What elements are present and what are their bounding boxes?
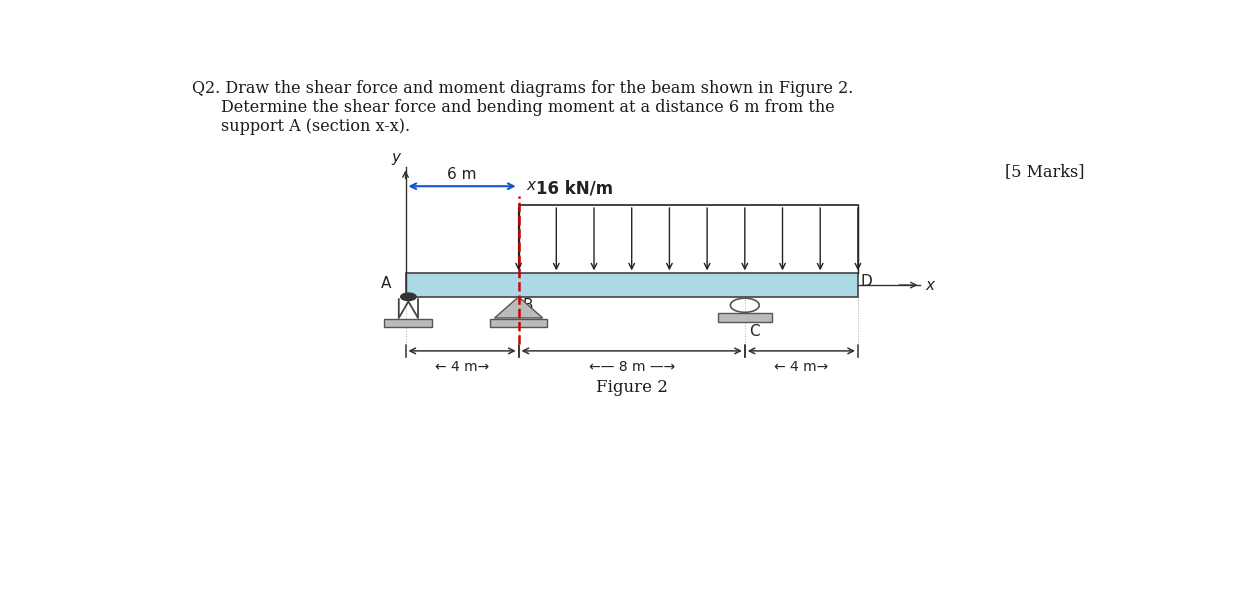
Text: D: D [861, 274, 873, 289]
Text: x: x [523, 316, 532, 331]
Text: support A (section x-x).: support A (section x-x). [221, 118, 410, 135]
Text: B: B [523, 298, 533, 313]
Text: Figure 2: Figure 2 [596, 379, 668, 396]
Text: A: A [381, 276, 391, 291]
Text: 16 kN/m: 16 kN/m [537, 180, 614, 198]
Polygon shape [494, 297, 543, 318]
Text: C: C [750, 324, 760, 339]
Bar [384, 319, 432, 327]
Text: 6 m: 6 m [447, 167, 477, 183]
Bar [718, 313, 771, 322]
Text: x: x [527, 178, 535, 193]
Bar [489, 319, 548, 327]
Text: ← 4 m→: ← 4 m→ [435, 360, 489, 375]
Text: y: y [391, 150, 400, 165]
Text: ←— 8 m —→: ←— 8 m —→ [589, 360, 674, 375]
Text: ← 4 m→: ← 4 m→ [774, 360, 828, 375]
Bar [405, 273, 858, 297]
Text: x: x [925, 277, 934, 293]
Text: Determine the shear force and bending moment at a distance 6 m from the: Determine the shear force and bending mo… [221, 99, 835, 116]
Circle shape [401, 293, 416, 301]
Text: [5 Marks]: [5 Marks] [1005, 163, 1084, 180]
Text: Q2. Draw the shear force and moment diagrams for the beam shown in Figure 2.: Q2. Draw the shear force and moment diag… [191, 81, 853, 97]
